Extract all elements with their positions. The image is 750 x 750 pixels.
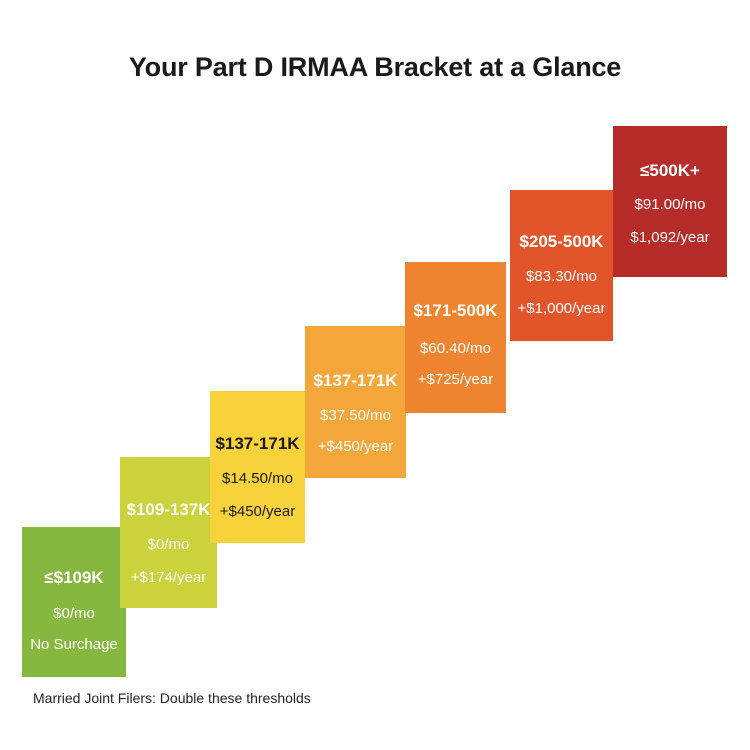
bracket-monthly-cost: $0/mo	[147, 536, 190, 553]
bracket-yearly-cost: +$725/year	[417, 371, 494, 388]
page-title: Your Part D IRMAA Bracket at a Glance	[128, 52, 622, 82]
bracket-monthly-cost: $14.50/mo	[222, 470, 293, 487]
bracket-yearly-cost: No Surchage	[30, 636, 118, 653]
bracket-monthly-cost: $37.50/mo	[320, 407, 391, 424]
bracket-range: $137-171K	[215, 434, 300, 453]
bracket-monthly-cost: $91.00/mo	[634, 196, 706, 213]
bracket-monthly-cost: $60.40/mo	[420, 340, 491, 357]
bracket-range: $205-500K	[519, 232, 604, 251]
bracket-step-2: $109-137K $0/mo +$174/year	[120, 457, 217, 608]
bracket-range: $171-500K	[413, 301, 498, 320]
bracket-yearly-cost: +$450/year	[219, 503, 296, 520]
bracket-monthly-cost: $0/mo	[53, 605, 95, 622]
bracket-range: ≤500K+	[640, 161, 700, 180]
bracket-yearly-cost: +$450/year	[317, 438, 394, 455]
bracket-step-7: ≤500K+ $91.00/mo $1,092/year	[613, 126, 727, 277]
bracket-yearly-cost: +$174/year	[130, 569, 207, 586]
bracket-range: ≤$109K	[44, 568, 104, 587]
bracket-range: $137-171K	[313, 371, 398, 390]
bracket-step-1: ≤$109K $0/mo No Surchage	[22, 527, 126, 677]
bracket-yearly-cost: $1,092/year	[630, 229, 710, 246]
bracket-yearly-cost: +$1,000/year	[517, 300, 606, 317]
bracket-monthly-cost: $83.30/mo	[526, 268, 597, 285]
bracket-step-5: $171-500K $60.40/mo +$725/year	[405, 262, 506, 413]
bracket-step-6: $205-500K $83.30/mo +$1,000/year	[510, 190, 613, 341]
bracket-step-4: $137-171K $37.50/mo +$450/year	[305, 326, 406, 478]
bracket-range: $109-137K	[126, 500, 211, 519]
footnote: Married Joint Filers: Double these thres…	[33, 690, 311, 706]
bracket-step-3: $137-171K $14.50/mo +$450/year	[210, 391, 305, 543]
